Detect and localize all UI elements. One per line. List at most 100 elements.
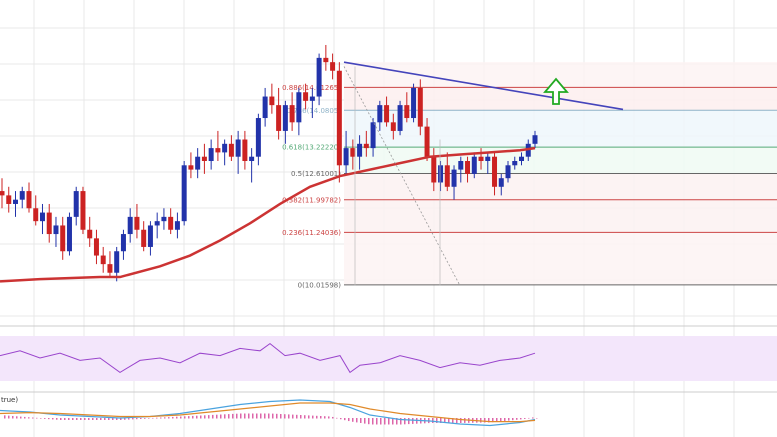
candle-body [39,212,45,222]
candle-body [424,126,430,157]
macd-hist-bar [320,416,322,419]
candle-body [80,191,86,230]
macd-hist-bar [56,418,58,420]
macd-hist-bar [12,415,14,419]
macd-hist-bar [232,413,234,419]
candle-body [181,165,187,222]
macd-hist-bar [280,414,282,419]
macd-hist-bar [28,417,30,419]
macd-hist-bar [380,418,382,425]
candle-body [66,216,72,252]
macd-hist-bar [324,416,326,419]
macd-hist-bar [32,417,34,419]
candle-body [73,191,79,217]
candle-body [397,105,403,131]
macd-hist-bar [412,418,414,424]
candle-body [208,148,214,161]
macd-hist-bar [524,418,526,419]
macd-hist-bar [436,418,438,423]
candle-body [411,87,417,119]
macd-hist-bar [20,416,22,419]
macd-hist-bar [252,413,254,419]
macd-hist-bar [236,413,238,419]
macd-hist-bar [228,414,230,419]
macd-hist-bar [4,415,6,419]
macd-hist-bar [348,418,350,422]
macd-hist-bar [44,418,46,419]
fib-levels: 0.886(14.61265) 0.786(14.0805) 0.618(13.22… [282,84,777,289]
candle-body [201,156,207,161]
candle-body [120,234,126,252]
macd-hist-bar [120,418,122,420]
candle-body [296,92,302,123]
macd-hist-bar [444,418,446,423]
candle-body [141,229,147,247]
macd-hist-bar [244,413,246,419]
candle-body [303,92,309,101]
macd-hist-bar [448,418,450,423]
candle-body [343,148,349,166]
diagonal-guide [343,66,461,286]
macd-hist-bar [308,415,310,419]
macd-hist-bar [372,418,374,425]
macd-hist-bar [240,413,242,419]
candle-body [404,105,410,119]
fib-retracement-zones [344,62,777,285]
macd-hist-bar [300,415,302,419]
macd-hist-bar [220,414,222,419]
candle-body [107,264,113,273]
macd-hist-bar [184,416,186,419]
macd-hist-bar [72,418,74,420]
macd-hist-bar [408,418,410,425]
macd-hist-bar [520,418,522,420]
macd-hist-bar [164,417,166,419]
macd-hist-bar [368,418,370,425]
candle-body [228,143,234,157]
candle-body [458,161,464,170]
candle-body [46,212,52,235]
candle-body [26,191,32,209]
macd-hist-bar [192,415,194,419]
macd-hist-bar [88,418,90,420]
macd-hist-bar [212,414,214,419]
candle-body [438,165,444,183]
macd-hist-bar [208,415,210,419]
candle-body [215,148,221,153]
macd-hist-bar [60,418,62,420]
candle-body [222,143,228,153]
macd-hist-bar [188,416,190,419]
fib-label: 0.886(14.61265) [282,84,341,92]
candle-body [519,156,525,161]
macd-hist-bar [152,417,154,419]
candle-body [532,135,538,144]
fib-zone [344,173,777,200]
candle-body [289,105,295,123]
up-arrow-icon [543,77,569,105]
macd-hist-bar [336,417,338,419]
macd-hist-bar [100,418,102,420]
macd-hist-bar [404,418,406,425]
macd-hist-bar [340,418,342,420]
macd-hist-bar [124,418,126,420]
candle-body [12,199,18,204]
signal-line [0,402,536,423]
candle-body [93,238,99,256]
macd-hist-bar [356,418,358,423]
macd-hist-bar [292,414,294,419]
macd-hist-bar [384,418,386,425]
candle-body [478,156,484,161]
candle-body [235,139,241,157]
fib-label: 0.618(13.22220) [282,144,341,152]
macd-hist-bar [268,413,270,419]
macd-hist-bar [116,418,118,420]
macd-hist-bar [16,416,18,419]
macd-hist-bar [168,417,170,419]
fib-label: 0.786(14.0805) [287,107,342,115]
macd-hist-bar [48,418,50,420]
macd-hist-bar [532,417,534,419]
macd-hist-bar [264,413,266,419]
macd-hist-bar [196,415,198,419]
fib-label: 0(10.01598) [298,281,342,289]
